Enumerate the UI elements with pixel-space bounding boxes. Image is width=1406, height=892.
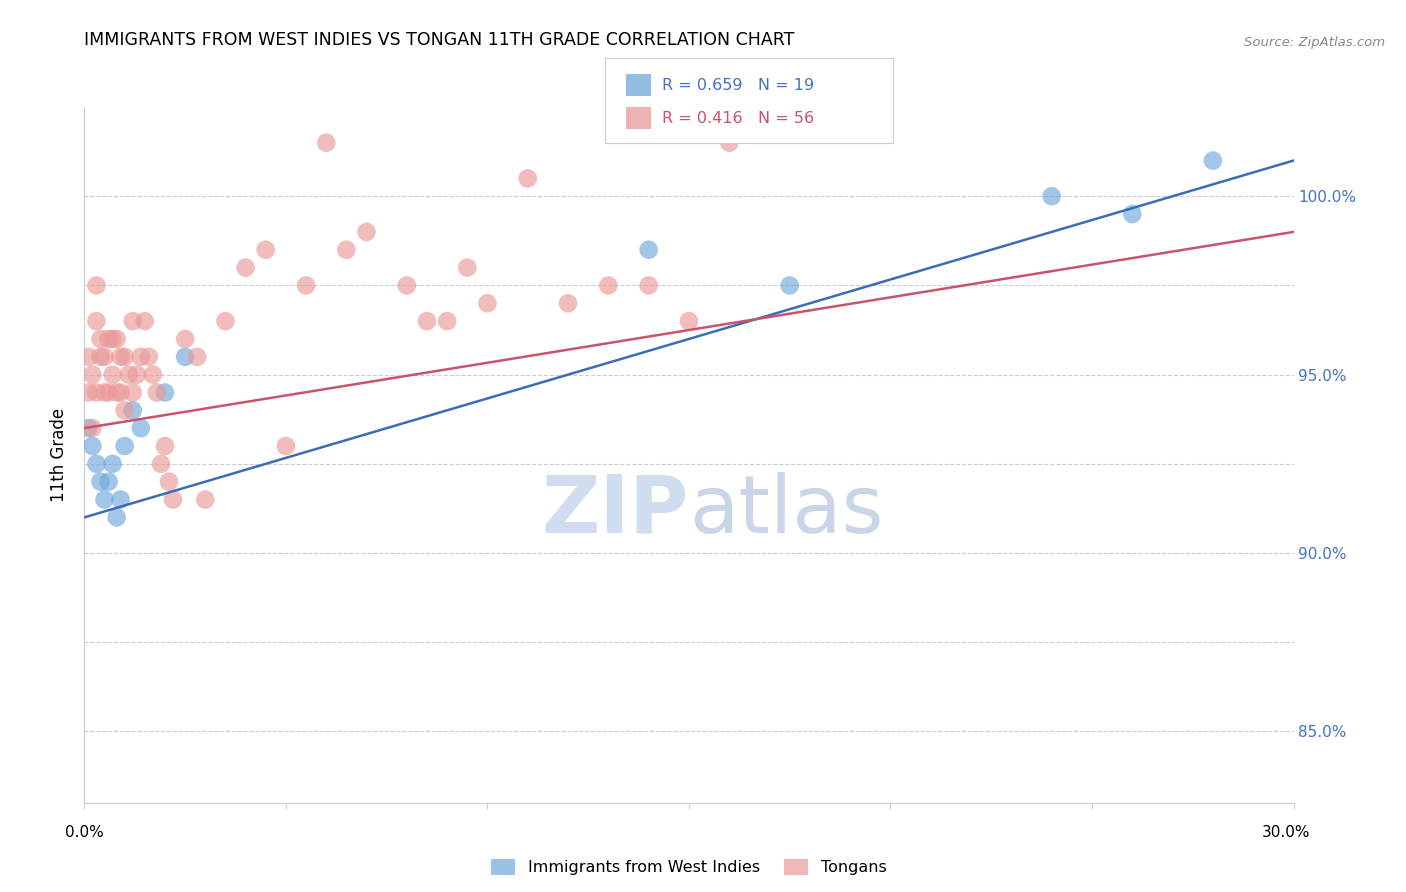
Point (125, 368, 148, 382)
Point (1121, 207, 1143, 221)
Point (516, 171, 538, 186)
Point (121, 403, 143, 417)
Point (82, 368, 104, 382)
Legend: Immigrants from West Indies, Tongans: Immigrants from West Indies, Tongans (485, 853, 893, 882)
Point (101, 368, 124, 382)
Point (86, 457, 108, 471)
Point (174, 350, 197, 364)
Text: 30.0%: 30.0% (1263, 825, 1310, 840)
Point (105, 385, 128, 400)
Point (93, 492, 115, 507)
Point (129, 350, 152, 364)
Point (86, 278, 108, 293)
Point (477, 296, 499, 310)
Point (77, 421, 100, 435)
Y-axis label: 11th Grade: 11th Grade (51, 408, 69, 502)
Point (97, 385, 120, 400)
Point (153, 385, 176, 400)
Text: 0.0%: 0.0% (65, 825, 104, 840)
Point (153, 439, 176, 453)
Point (89, 350, 111, 364)
Point (129, 421, 152, 435)
Point (77, 385, 100, 400)
Point (254, 243, 277, 257)
Text: R = 0.659   N = 19: R = 0.659 N = 19 (662, 78, 814, 93)
Point (174, 332, 197, 346)
Point (235, 260, 257, 275)
Point (89, 475, 111, 489)
Point (93, 385, 115, 400)
Point (86, 314, 108, 328)
Point (97, 475, 120, 489)
Point (637, 243, 659, 257)
Point (105, 510, 128, 524)
Point (395, 278, 418, 293)
Text: ZIP: ZIP (541, 472, 689, 549)
Point (557, 296, 579, 310)
Point (146, 385, 169, 400)
Point (779, 278, 801, 293)
Point (93, 350, 115, 364)
Point (598, 278, 620, 293)
Point (142, 368, 165, 382)
Point (1040, 189, 1063, 203)
Point (194, 492, 217, 507)
Point (134, 314, 156, 328)
Point (186, 350, 208, 364)
Point (114, 403, 136, 417)
Point (110, 350, 132, 364)
Point (315, 136, 337, 150)
Point (101, 457, 124, 471)
Point (101, 332, 124, 346)
Point (274, 439, 297, 453)
Point (105, 332, 128, 346)
Point (118, 368, 141, 382)
Text: R = 0.416   N = 56: R = 0.416 N = 56 (662, 111, 814, 126)
Text: atlas: atlas (689, 472, 883, 549)
Point (157, 475, 180, 489)
Point (436, 314, 458, 328)
Point (121, 314, 143, 328)
Point (110, 385, 132, 400)
Point (678, 314, 700, 328)
Point (1202, 153, 1225, 168)
Point (114, 350, 136, 364)
Point (121, 385, 143, 400)
Point (138, 350, 160, 364)
Point (718, 136, 741, 150)
Point (86, 385, 108, 400)
Point (162, 492, 184, 507)
Point (97, 332, 120, 346)
Point (89, 332, 111, 346)
Point (149, 457, 172, 471)
Point (416, 314, 439, 328)
Point (114, 439, 136, 453)
Text: Source: ZipAtlas.com: Source: ZipAtlas.com (1244, 36, 1385, 49)
Point (82, 421, 104, 435)
Point (637, 278, 659, 293)
Point (82, 439, 104, 453)
Point (295, 278, 318, 293)
Point (110, 492, 132, 507)
Text: IMMIGRANTS FROM WEST INDIES VS TONGAN 11TH GRADE CORRELATION CHART: IMMIGRANTS FROM WEST INDIES VS TONGAN 11… (84, 31, 794, 49)
Point (356, 225, 378, 239)
Point (77, 350, 100, 364)
Point (214, 314, 236, 328)
Point (456, 260, 478, 275)
Point (335, 243, 357, 257)
